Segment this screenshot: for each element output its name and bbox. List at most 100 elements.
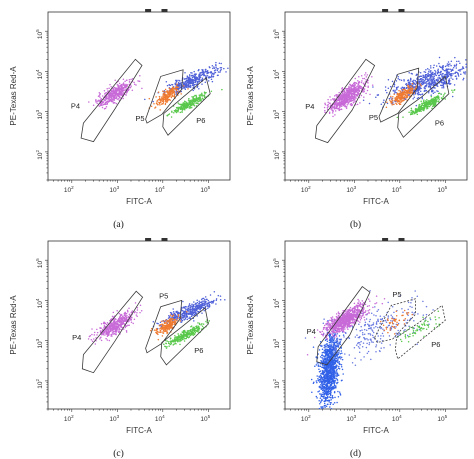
event-point: [190, 331, 193, 334]
event-point: [159, 331, 162, 334]
event-point: [191, 84, 194, 87]
event-point: [212, 301, 214, 304]
event-point: [159, 104, 161, 106]
event-point: [199, 73, 201, 75]
event-point: [390, 96, 392, 99]
event-point: [177, 333, 179, 335]
event-point: [175, 92, 177, 94]
event-point: [128, 88, 130, 91]
gate-p4[interactable]: [80, 58, 143, 143]
event-point: [430, 67, 432, 69]
gate-p5[interactable]: [378, 67, 420, 123]
event-point: [353, 85, 356, 88]
gate-p5[interactable]: [145, 69, 184, 124]
event-point: [426, 78, 429, 80]
event-point: [196, 315, 198, 317]
event-point: [418, 78, 421, 81]
event-point: [380, 103, 383, 106]
event-point: [354, 93, 356, 96]
event-point: [423, 70, 425, 73]
event-point: [152, 320, 155, 323]
event-point: [333, 106, 336, 108]
event-point: [172, 89, 175, 91]
event-point: [395, 91, 398, 94]
event-point: [165, 342, 168, 345]
event-point: [201, 92, 203, 95]
event-point: [459, 62, 461, 64]
event-point: [175, 106, 178, 109]
event-point: [457, 73, 460, 76]
event-point: [210, 71, 213, 74]
event-point: [165, 322, 167, 324]
event-point: [398, 93, 400, 95]
event-point: [172, 310, 175, 313]
event-point: [109, 327, 112, 329]
event-point: [122, 97, 124, 100]
gate-p6[interactable]: [397, 75, 450, 138]
event-point: [321, 393, 324, 396]
panel-a: P4 P5 P6 102 103 104 105 102 103 104 105 FITC-A PE-T…: [0, 0, 237, 229]
event-point: [318, 399, 320, 402]
event-point: [324, 109, 326, 112]
event-point: [158, 102, 161, 105]
event-point: [156, 328, 159, 331]
event-point: [170, 96, 173, 99]
event-point: [412, 87, 415, 89]
event-point: [441, 73, 444, 75]
event-point: [119, 323, 122, 325]
event-point: [174, 342, 176, 345]
x-tick-label: 104: [155, 185, 165, 194]
event-point: [174, 110, 176, 112]
event-point: [328, 401, 330, 403]
event-point: [462, 78, 464, 81]
event-point: [125, 312, 128, 315]
event-point: [438, 98, 440, 100]
event-point: [125, 330, 128, 332]
axis-handle: [161, 9, 168, 12]
event-point: [397, 77, 399, 80]
event-point: [103, 327, 105, 329]
event-point: [451, 89, 453, 91]
event-point: [105, 323, 108, 326]
event-point: [321, 348, 324, 350]
event-point: [193, 314, 196, 316]
gate-p5[interactable]: [145, 299, 183, 354]
event-point: [409, 92, 412, 94]
event-point: [126, 85, 128, 87]
event-point: [109, 95, 111, 97]
event-point: [106, 321, 109, 324]
event-point: [430, 70, 432, 72]
gate-label: P4: [305, 102, 314, 111]
event-point: [204, 68, 207, 71]
event-point: [166, 325, 168, 328]
event-point: [464, 73, 466, 75]
gate-p6[interactable]: [160, 307, 209, 366]
event-point: [198, 74, 200, 76]
event-point: [109, 319, 112, 322]
event-point: [205, 70, 207, 72]
event-point: [190, 86, 192, 88]
event-point: [349, 99, 352, 102]
event-point: [166, 320, 168, 323]
event-point: [224, 298, 226, 301]
event-point: [363, 77, 366, 80]
event-point: [336, 102, 339, 104]
event-point: [105, 91, 108, 94]
event-point: [118, 316, 121, 318]
event-point: [428, 105, 431, 108]
event-point: [333, 95, 336, 97]
event-point: [349, 87, 351, 89]
event-point: [405, 82, 408, 85]
gate-p6[interactable]: [162, 76, 211, 136]
event-point: [344, 105, 346, 108]
gate-p4[interactable]: [81, 290, 144, 374]
event-point: [210, 78, 213, 81]
event-point: [112, 91, 115, 94]
event-point: [201, 69, 203, 71]
event-point: [215, 61, 217, 64]
event-point: [434, 73, 436, 76]
y-axis-label: PE-Texas Red-A: [246, 66, 255, 126]
event-point: [324, 103, 327, 106]
event-point: [110, 318, 112, 321]
gate-p4[interactable]: [314, 58, 376, 144]
